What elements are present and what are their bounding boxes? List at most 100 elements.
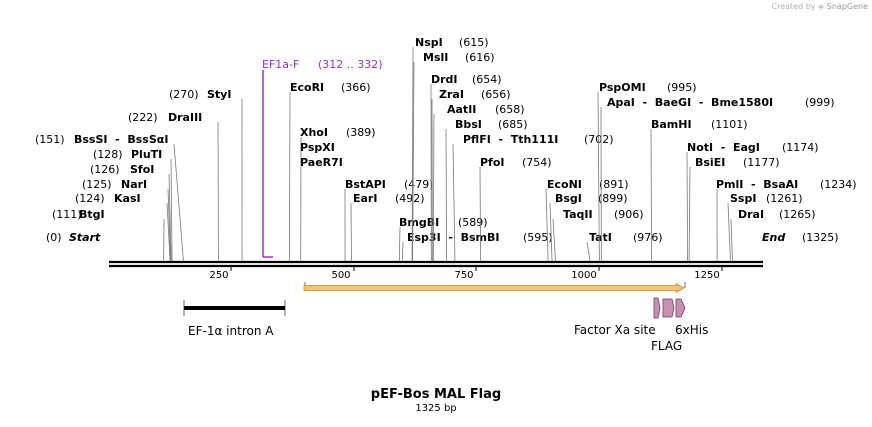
primer-name: EF1a-F: [262, 58, 299, 71]
site-line: [552, 218, 556, 262]
site-position: (270): [169, 88, 199, 101]
site-position: (151): [35, 133, 65, 146]
snapgene-logo-icon: ◈: [818, 2, 825, 11]
site-position: (111): [52, 208, 82, 221]
site-position: (891): [599, 178, 629, 191]
site-bsgi[interactable]: BsgI (899): [549, 192, 628, 262]
site-zrai[interactable]: ZraI (656): [431, 88, 511, 262]
site-ecori[interactable]: EcoRI (366): [288, 81, 371, 262]
site-noti[interactable]: NotI - EagI (1174): [686, 141, 819, 262]
site-line: [401, 241, 404, 262]
site-name: PspXI: [300, 141, 335, 154]
site-styi[interactable]: StyI (270): [169, 88, 243, 262]
credit-brand: SnapGene: [826, 2, 868, 11]
site-eari[interactable]: EarI (492): [350, 192, 425, 262]
site-name: BbsI: [455, 118, 482, 131]
site-line: [479, 166, 481, 262]
site-pspomi[interactable]: PspOMI (995): [597, 81, 697, 262]
site-aatii[interactable]: AatII (658): [432, 103, 525, 262]
feature-6xhis[interactable]: 6xHis: [675, 298, 708, 337]
site-position: (366): [341, 81, 371, 94]
site-position: (222): [128, 111, 158, 124]
site-position: (1101): [711, 118, 748, 131]
primer-range: (312 .. 332): [318, 58, 383, 71]
site-name: Esp3I - BsmBI: [407, 231, 499, 244]
site-name: PspOMI: [599, 81, 646, 94]
site-position: (589): [458, 216, 488, 229]
site-position: (685): [498, 118, 528, 131]
plasmid-length: 1325 bp: [415, 403, 457, 414]
site-pmli[interactable]: PmlI - BsaAI (1234): [716, 178, 857, 262]
site-line: [727, 202, 731, 262]
site-name: DrdI: [431, 73, 458, 86]
site-btgi[interactable]: BtgI(111): [52, 208, 165, 262]
site-line: [586, 241, 591, 262]
feature-label-intron: EF-1α intron A: [188, 324, 274, 338]
site-name: PfoI: [480, 156, 505, 169]
primer-ef1a-f[interactable]: EF1a-F (312 .. 332): [262, 58, 383, 258]
plasmid-name: pEF-Bos MAL Flag: [370, 387, 502, 402]
end-position: (1325): [802, 231, 839, 244]
site-pfoi[interactable]: PfoI (754): [479, 156, 552, 262]
site-name: PflFI - Tth111I: [463, 133, 558, 146]
site-bstapi[interactable]: BstAPI (479): [344, 178, 434, 262]
site-position: (656): [481, 88, 511, 101]
site-nari[interactable]: NarI (125): [82, 178, 172, 262]
feature-ef1a-intron-a[interactable]: EF-1α intron A: [183, 300, 286, 338]
site-paer7i[interactable]: PaeR7I: [300, 156, 343, 169]
site-name: NspI: [415, 36, 443, 49]
site-esp3i[interactable]: Esp3I - BsmBI (595): [401, 231, 553, 262]
site-position: (906): [614, 208, 644, 221]
site-line: [288, 91, 291, 262]
site-pspxi[interactable]: PspXI: [300, 141, 335, 154]
site-msli[interactable]: MslI (616): [412, 51, 495, 262]
site-sfoi[interactable]: SfoI (126): [90, 163, 172, 262]
feature-factor-xa-site[interactable]: Factor Xa site: [574, 297, 661, 337]
site-name: TatI: [589, 231, 612, 244]
site-name: StyI: [207, 88, 231, 101]
site-name: AatII: [447, 103, 476, 116]
site-name: BmgBI: [399, 216, 439, 229]
site-bsssi[interactable]: BssSI - BssSαI (151): [35, 133, 184, 262]
site-nspi[interactable]: NspI (615): [411, 36, 489, 262]
site-taqii[interactable]: TaqII (906): [552, 208, 644, 262]
site-tati[interactable]: TatI (976): [586, 231, 663, 262]
sequence-backbone: [109, 260, 763, 268]
site-bbsi[interactable]: BbsI (685): [445, 118, 528, 262]
site-line: [650, 128, 653, 262]
tick-label-250: 250: [209, 270, 228, 281]
site-draiii[interactable]: DraIII (222): [128, 111, 219, 262]
site-name: EcoRI: [290, 81, 324, 94]
site-line: [688, 166, 691, 262]
site-sspi[interactable]: SspI (1261): [727, 192, 803, 262]
start-position: (0): [46, 231, 62, 244]
site-name: PmlI - BsaAI: [716, 178, 798, 191]
site-line: [545, 188, 549, 262]
site-name: BstAPI: [345, 178, 386, 191]
site-position: (595): [523, 231, 553, 244]
site-name: XhoI: [300, 126, 328, 139]
site-kasi[interactable]: KasI (124): [75, 192, 171, 262]
site-position: (126): [90, 163, 120, 176]
site-xhoi[interactable]: XhoI (389): [300, 126, 376, 262]
site-bamhi[interactable]: BamHI (1101): [650, 118, 748, 262]
site-position: (1261): [766, 192, 803, 205]
feature-cds-arrow[interactable]: [303, 282, 686, 294]
site-bsiei[interactable]: BsiEI (1177): [688, 156, 780, 262]
site-pflfi[interactable]: PflFI - Tth111I (702): [452, 133, 614, 262]
feature-label-flag: FLAG: [651, 339, 682, 353]
site-drdi[interactable]: DrdI (654): [430, 73, 502, 262]
sequence-end-label: End (1325): [762, 231, 839, 244]
site-pluti[interactable]: PluTI (128): [93, 148, 173, 262]
site-position: (125): [82, 178, 112, 191]
feature-label-factor-xa: Factor Xa site: [574, 323, 656, 337]
site-drai[interactable]: DraI (1265): [730, 208, 816, 262]
site-position: (479): [404, 178, 434, 191]
site-econi[interactable]: EcoNI (891): [545, 178, 629, 262]
site-name: BtgI: [79, 208, 105, 221]
feature-flag[interactable]: FLAG: [651, 298, 682, 353]
site-apai[interactable]: ApaI - BaeGI - Bme1580I (999): [600, 96, 835, 262]
site-line: [398, 226, 401, 262]
site-name: EarI: [353, 192, 377, 205]
